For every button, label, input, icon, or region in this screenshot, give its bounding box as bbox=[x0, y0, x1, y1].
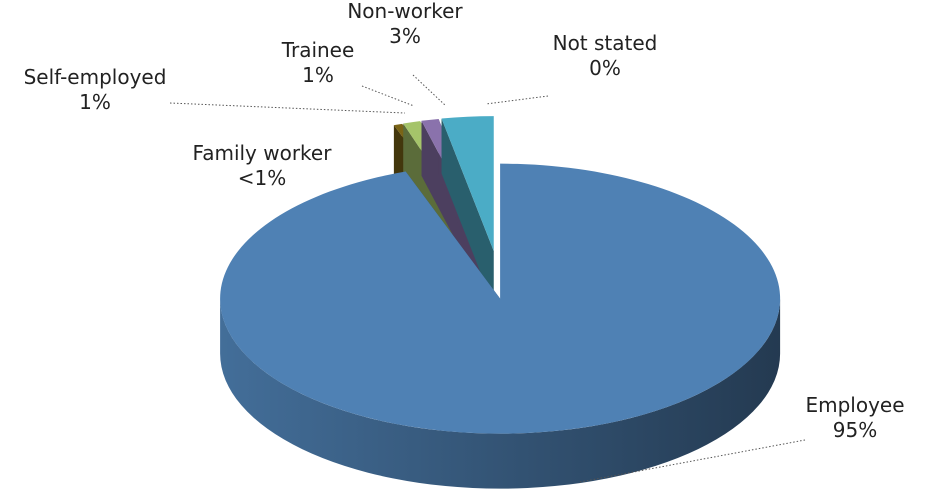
pie-slice bbox=[441, 116, 494, 307]
slice-wall bbox=[441, 118, 494, 307]
category-label: Non-worker bbox=[347, 0, 463, 23]
value-label: 1% bbox=[79, 90, 111, 114]
category-label: Family worker bbox=[193, 141, 333, 165]
category-label: Employee bbox=[805, 393, 904, 417]
slice-top bbox=[441, 116, 494, 252]
value-label: 1% bbox=[302, 63, 334, 87]
slice-side bbox=[220, 298, 781, 489]
value-label: 95% bbox=[833, 418, 877, 442]
leader-line bbox=[361, 85, 415, 107]
category-label: Self-employed bbox=[24, 65, 167, 89]
category-label: Trainee bbox=[281, 38, 355, 62]
value-label: 3% bbox=[389, 24, 421, 48]
leader-line bbox=[485, 95, 549, 105]
leader-line bbox=[169, 102, 406, 114]
value-label: <1% bbox=[238, 166, 287, 190]
category-label: Not stated bbox=[553, 31, 658, 55]
slice-top bbox=[220, 163, 781, 434]
leader-line bbox=[412, 74, 447, 107]
value-label: 0% bbox=[589, 56, 621, 80]
pie-slice bbox=[220, 163, 781, 489]
